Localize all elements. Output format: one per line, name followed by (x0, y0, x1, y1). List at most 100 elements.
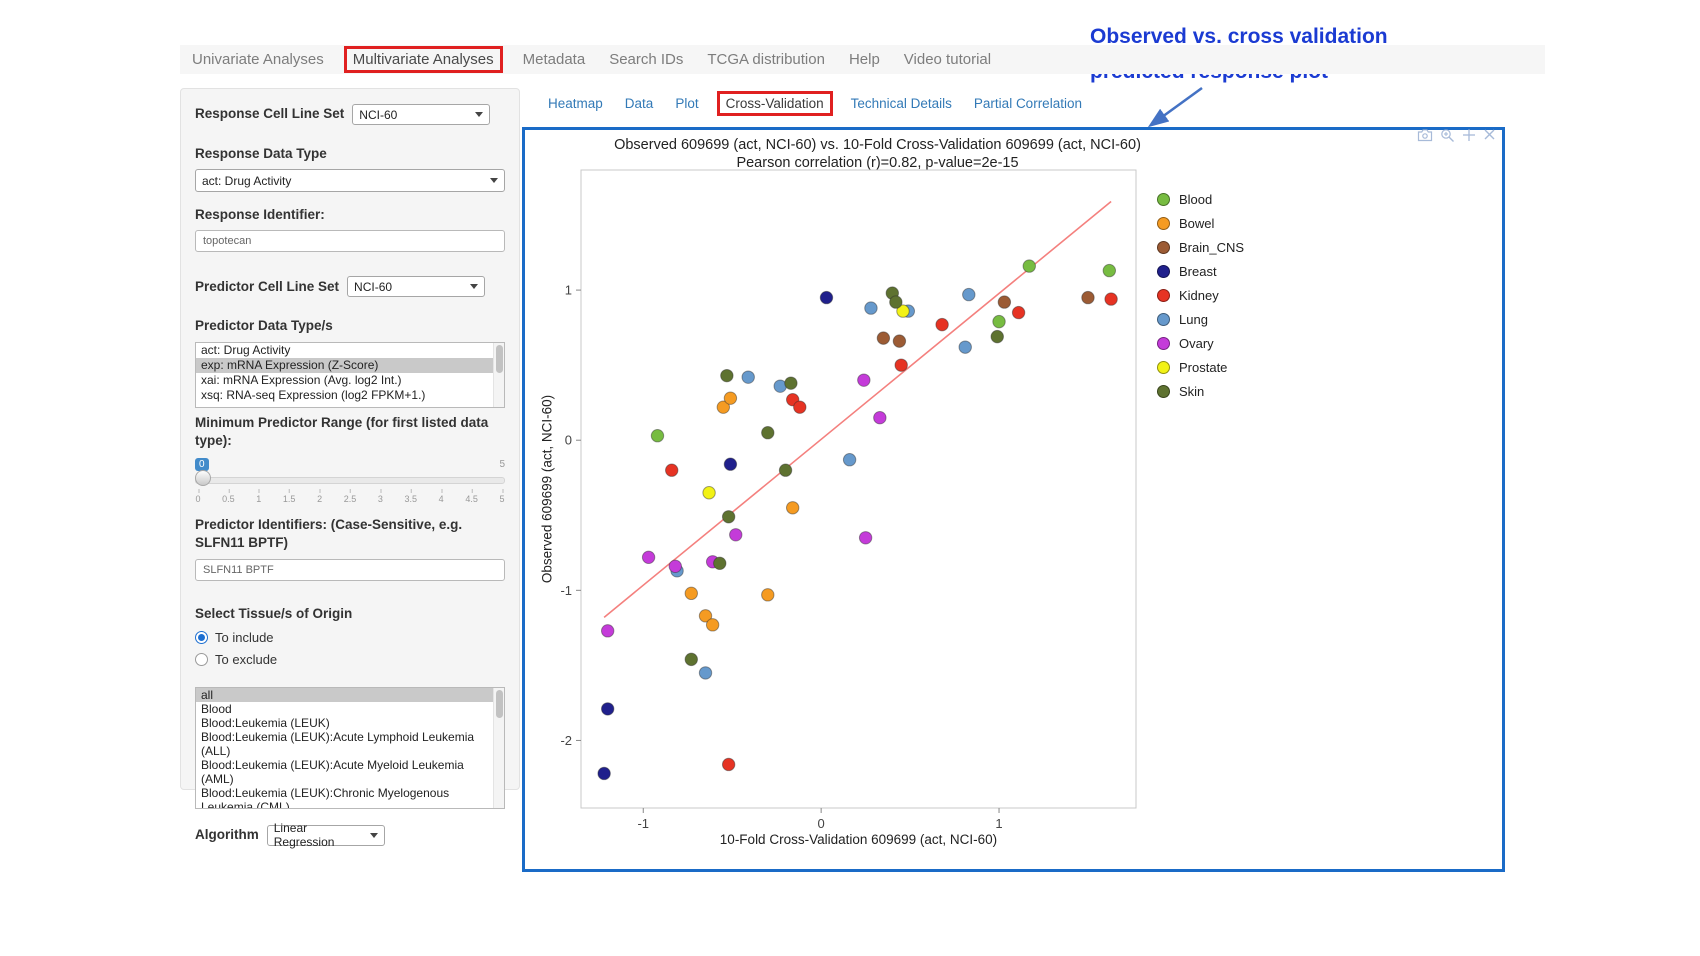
radio-to-exclude[interactable]: To exclude (195, 652, 505, 667)
data-point-skin[interactable] (713, 556, 727, 571)
data-point-skin[interactable] (778, 463, 793, 477)
scrollbar[interactable] (493, 687, 504, 808)
data-point-prostate[interactable] (702, 486, 716, 500)
response-identifier-input[interactable] (195, 230, 505, 253)
data-point-kidney[interactable] (721, 757, 736, 772)
legend-item-breast[interactable]: Breast (1157, 264, 1244, 279)
data-point-kidney[interactable] (1011, 305, 1026, 320)
scrollbar-thumb[interactable] (496, 344, 503, 373)
data-point-skin[interactable] (721, 510, 736, 524)
data-point-ovary[interactable] (858, 531, 873, 545)
data-point-lung[interactable] (698, 666, 713, 680)
data-point-blood[interactable] (992, 314, 1006, 329)
option-blood-leukemia-leuk-acute-lymphoid-leukemia-all[interactable]: Blood:Leukemia (LEUK):Acute Lymphoid Leu… (201, 729, 475, 758)
legend-item-brain-cns[interactable]: Brain_CNS (1157, 240, 1244, 255)
data-point-bowel[interactable] (684, 586, 698, 601)
data-point-breast[interactable] (819, 290, 834, 305)
legend-item-ovary[interactable]: Ovary (1157, 336, 1244, 351)
radio-to-include[interactable]: To include (195, 630, 505, 645)
data-point-blood[interactable] (1102, 263, 1117, 278)
camera-icon[interactable] (1417, 128, 1433, 142)
data-point-skin[interactable] (720, 368, 734, 383)
data-point-brain-cns[interactable] (876, 331, 891, 345)
tissue-origin-listbox[interactable]: all Blood Blood:Leukemia (LEUK) Blood:Leuke… (195, 686, 505, 809)
data-point-kidney[interactable] (665, 463, 679, 477)
data-point-kidney[interactable] (793, 400, 807, 414)
nav-tab-univariate-analyses[interactable]: Univariate Analyses (192, 51, 324, 68)
option-all[interactable]: all (196, 687, 504, 702)
data-point-kidney[interactable] (1104, 292, 1118, 306)
data-point-ovary[interactable] (873, 410, 887, 425)
data-point-breast[interactable] (597, 766, 611, 781)
predictor-cell-line-set-select[interactable]: NCI-60 (347, 276, 486, 298)
data-point-lung[interactable] (842, 453, 857, 467)
option-blood[interactable]: Blood (201, 701, 232, 716)
legend-item-skin[interactable]: Skin (1157, 384, 1244, 399)
subtab-heatmap[interactable]: Heatmap (548, 96, 603, 111)
zoom-icon[interactable] (1440, 128, 1455, 142)
legend-item-bowel[interactable]: Bowel (1157, 216, 1244, 231)
data-point-skin[interactable] (889, 295, 903, 309)
nav-tab-tcga-distribution[interactable]: TCGA distribution (707, 51, 825, 68)
data-point-skin[interactable] (761, 426, 775, 440)
option-blood-leukemia-leuk-acute-myeloid-leukemia-aml[interactable]: Blood:Leukemia (LEUK):Acute Myeloid Leuk… (201, 757, 464, 786)
algorithm-select[interactable]: Linear Regression (266, 821, 385, 849)
subtab-plot[interactable]: Plot (675, 96, 699, 111)
data-point-bowel[interactable] (723, 391, 738, 405)
data-point-skin[interactable] (684, 652, 698, 667)
predictor-identifiers-input[interactable] (195, 558, 505, 581)
subtab-data[interactable]: Data (624, 96, 654, 111)
data-point-skin[interactable] (990, 329, 1004, 344)
min-predictor-range-slider[interactable]: 0 5 0 0.5 1 1.5 2 2.5 3 3.5 4 4.5 5 (195, 458, 505, 510)
data-point-lung[interactable] (958, 340, 972, 354)
legend-item-prostate[interactable]: Prostate (1157, 360, 1244, 375)
data-point-brain-cns[interactable] (892, 334, 907, 348)
nav-tab-multivariate-analyses[interactable]: Multivariate Analyses (343, 46, 503, 73)
slider-handle[interactable] (195, 470, 211, 487)
data-point-skin[interactable] (784, 376, 798, 390)
pan-icon[interactable] (1462, 128, 1476, 142)
legend-item-kidney[interactable]: Kidney (1157, 288, 1244, 303)
option-exp-mrna-expression-z-score[interactable]: exp: mRNA Expression (Z-Score) (196, 357, 504, 373)
option-blood-leukemia-leuk[interactable]: Blood:Leukemia (LEUK) (201, 715, 330, 730)
option-blood-leukemia-leuk-chronic-myelogenous-leukemia-cml[interactable]: Blood:Leukemia (LEUK):Chronic Myelogenou… (201, 785, 450, 809)
data-point-breast[interactable] (600, 702, 615, 716)
response-data-type-select[interactable]: act: Drug Activity (195, 169, 505, 193)
data-point-blood[interactable] (650, 429, 665, 443)
data-point-ovary[interactable] (641, 550, 656, 565)
data-point-ovary[interactable] (600, 624, 615, 638)
data-point-lung[interactable] (864, 301, 878, 315)
data-point-ovary[interactable] (668, 559, 682, 574)
data-point-ovary[interactable] (729, 528, 743, 542)
option-act-drug-activity[interactable]: act: Drug Activity (201, 342, 291, 357)
data-point-brain-cns[interactable] (997, 295, 1012, 309)
subtab-cross-validation[interactable]: Cross-Validation (716, 91, 833, 116)
data-point-kidney[interactable] (894, 358, 908, 372)
data-point-bowel[interactable] (698, 609, 713, 623)
data-point-bowel[interactable] (705, 618, 720, 632)
data-point-prostate[interactable] (896, 304, 910, 318)
data-point-bowel[interactable] (785, 501, 800, 515)
nav-tab-help[interactable]: Help (848, 51, 880, 68)
data-point-lung[interactable] (962, 287, 976, 302)
legend-item-blood[interactable]: Blood (1157, 192, 1244, 207)
slider-track[interactable] (195, 477, 505, 485)
scrollbar-thumb[interactable] (496, 689, 503, 718)
option-xai-mrna-expression-avg-log2-int[interactable]: xai: mRNA Expression (Avg. log2 Int.) (201, 372, 402, 387)
option-xsq-rna-seq-expression-log2-fpkm-1[interactable]: xsq: RNA-seq Expression (log2 FPKM+1.) (201, 387, 426, 402)
close-icon[interactable] (1483, 128, 1496, 141)
data-point-lung[interactable] (741, 370, 755, 384)
response-cell-line-set-select[interactable]: NCI-60 (352, 104, 491, 125)
subtab-technical-details[interactable]: Technical Details (850, 96, 952, 111)
nav-tab-video-tutorial[interactable]: Video tutorial (903, 51, 992, 68)
data-point-kidney[interactable] (935, 317, 949, 332)
data-point-brain-cns[interactable] (1081, 290, 1095, 305)
data-point-bowel[interactable] (716, 400, 731, 414)
nav-tab-search-ids[interactable]: Search IDs (609, 51, 684, 68)
data-point-blood[interactable] (1022, 259, 1036, 273)
data-point-breast[interactable] (723, 457, 738, 471)
subtab-partial-correlation[interactable]: Partial Correlation (973, 96, 1082, 111)
legend-item-lung[interactable]: Lung (1157, 312, 1244, 327)
data-point-bowel[interactable] (761, 588, 775, 602)
scrollbar[interactable] (493, 342, 504, 407)
